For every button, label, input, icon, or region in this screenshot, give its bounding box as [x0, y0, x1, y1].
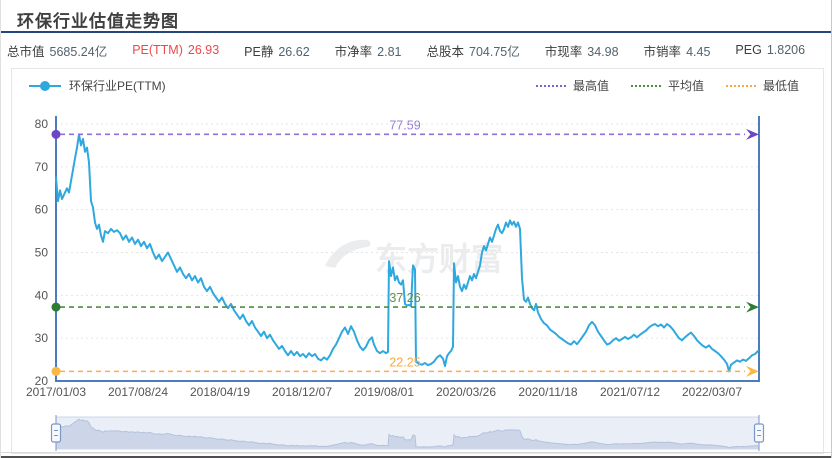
min-value-label: 22.25: [389, 355, 420, 369]
datazoom-left-handle[interactable]: [50, 415, 62, 451]
avg-dot-icon: [51, 302, 61, 312]
x-tick-label: 2021/07/12: [600, 385, 660, 399]
panel-bottom-hairline: [1, 452, 831, 453]
legend-dot-icon: [40, 80, 50, 91]
stat-item: 市现率 34.98: [545, 41, 619, 60]
stat-label: PE(TTM): [132, 43, 183, 57]
series-legend-marker-icon: [29, 80, 61, 92]
datazoom-right-handle-grip: [753, 423, 765, 443]
legend-min-label: 最低值: [762, 79, 799, 93]
y-tick-label: 40: [35, 288, 49, 302]
legend-min-dotted-line-icon: [725, 84, 756, 87]
window-bottom-edge: [1, 456, 831, 458]
x-tick-label: 2022/03/07: [682, 385, 742, 399]
avg-value-label: 37.26: [389, 291, 420, 305]
min-dot-icon: [51, 366, 61, 376]
stat-item: PE静 26.62: [244, 41, 309, 60]
series-legend-label: 环保行业PE(TTM): [69, 79, 166, 93]
stat-value: 34.98: [587, 44, 619, 59]
legend-avg-label: 平均值: [667, 79, 704, 93]
legend-avg-dotted-line-icon: [630, 84, 661, 87]
stat-label: PEG: [735, 43, 762, 57]
datazoom-area-edge: [55, 418, 759, 449]
x-tick-label: 2020/03/26: [436, 385, 496, 399]
y-tick-label: 80: [35, 117, 49, 131]
x-tick-label: 2018/04/19: [190, 385, 250, 399]
stat-value: 1.8206: [766, 43, 806, 57]
stat-value: 26.93: [187, 43, 220, 57]
max-dot-icon: [51, 129, 61, 139]
legend-min[interactable]: 最低值: [725, 77, 799, 94]
legend-max-dotted-line-icon: [535, 84, 566, 87]
max-arrow-icon: [746, 128, 759, 140]
legend-avg[interactable]: 平均值: [630, 77, 704, 94]
watermark: 东方财富: [325, 239, 503, 277]
y-tick-label: 50: [35, 246, 49, 260]
stat-label: 市现率: [544, 44, 583, 59]
stat-label: 市净率: [334, 44, 373, 59]
stat-value: 5685.24亿: [49, 44, 108, 59]
datazoom-right-handle[interactable]: [753, 415, 765, 451]
stat-item: 总市值 5685.24亿: [7, 41, 107, 60]
datazoom-area-silhouette: [56, 419, 759, 449]
x-tick-label: 2017/08/24: [108, 385, 168, 399]
stat-label: PE静: [244, 44, 274, 59]
title-divider: [1, 31, 831, 33]
stat-value: 704.75亿: [469, 44, 520, 59]
stat-item: 市净率 2.81: [335, 41, 402, 60]
x-tick-label: 2020/11/18: [518, 385, 577, 399]
stats-bar: 总市值 5685.24亿 PE(TTM) 26.93 PE静 26.62 市净率 2.8…: [7, 40, 830, 60]
y-tick-label: 60: [35, 203, 49, 217]
series-legend[interactable]: 环保行业PE(TTM): [29, 77, 166, 94]
y-tick-label: 30: [35, 331, 49, 345]
y-tick-label: 70: [35, 160, 49, 174]
stat-item: 总股本 704.75亿: [427, 41, 520, 60]
stat-label: 总市值: [7, 44, 45, 59]
stat-value: 4.45: [686, 44, 711, 59]
y-tick-label: 20: [35, 374, 49, 388]
stat-label: 市销率: [643, 44, 682, 59]
max-value-label: 77.59: [389, 118, 420, 132]
marker-legend-group: 最高值 平均值 最低值: [514, 77, 799, 94]
stat-label: 总股本: [426, 44, 465, 59]
avg-arrow-icon: [746, 301, 759, 313]
stat-value: 2.81: [377, 44, 402, 59]
x-tick-label: 2019/08/01: [354, 385, 414, 399]
x-tick-label: 2018/12/07: [272, 385, 332, 399]
x-tick-label: 2017/01/03: [26, 385, 86, 399]
pe-ttm-line: [55, 133, 759, 373]
stat-item: PE(TTM) 26.93: [132, 43, 219, 57]
stat-value: 26.62: [278, 44, 310, 59]
watermark-swoosh-icon: [325, 239, 371, 268]
legend-max-label: 最高值: [572, 79, 609, 93]
chart-panel: [11, 68, 824, 454]
stat-item: PEG 1.8206: [735, 43, 805, 57]
page-title: 环保行业估值走势图: [17, 12, 179, 31]
legend-max[interactable]: 最高值: [535, 77, 609, 94]
min-arrow-icon: [746, 365, 759, 377]
datazoom-left-handle-grip: [50, 423, 62, 443]
stat-item: 市销率 4.45: [644, 41, 711, 60]
